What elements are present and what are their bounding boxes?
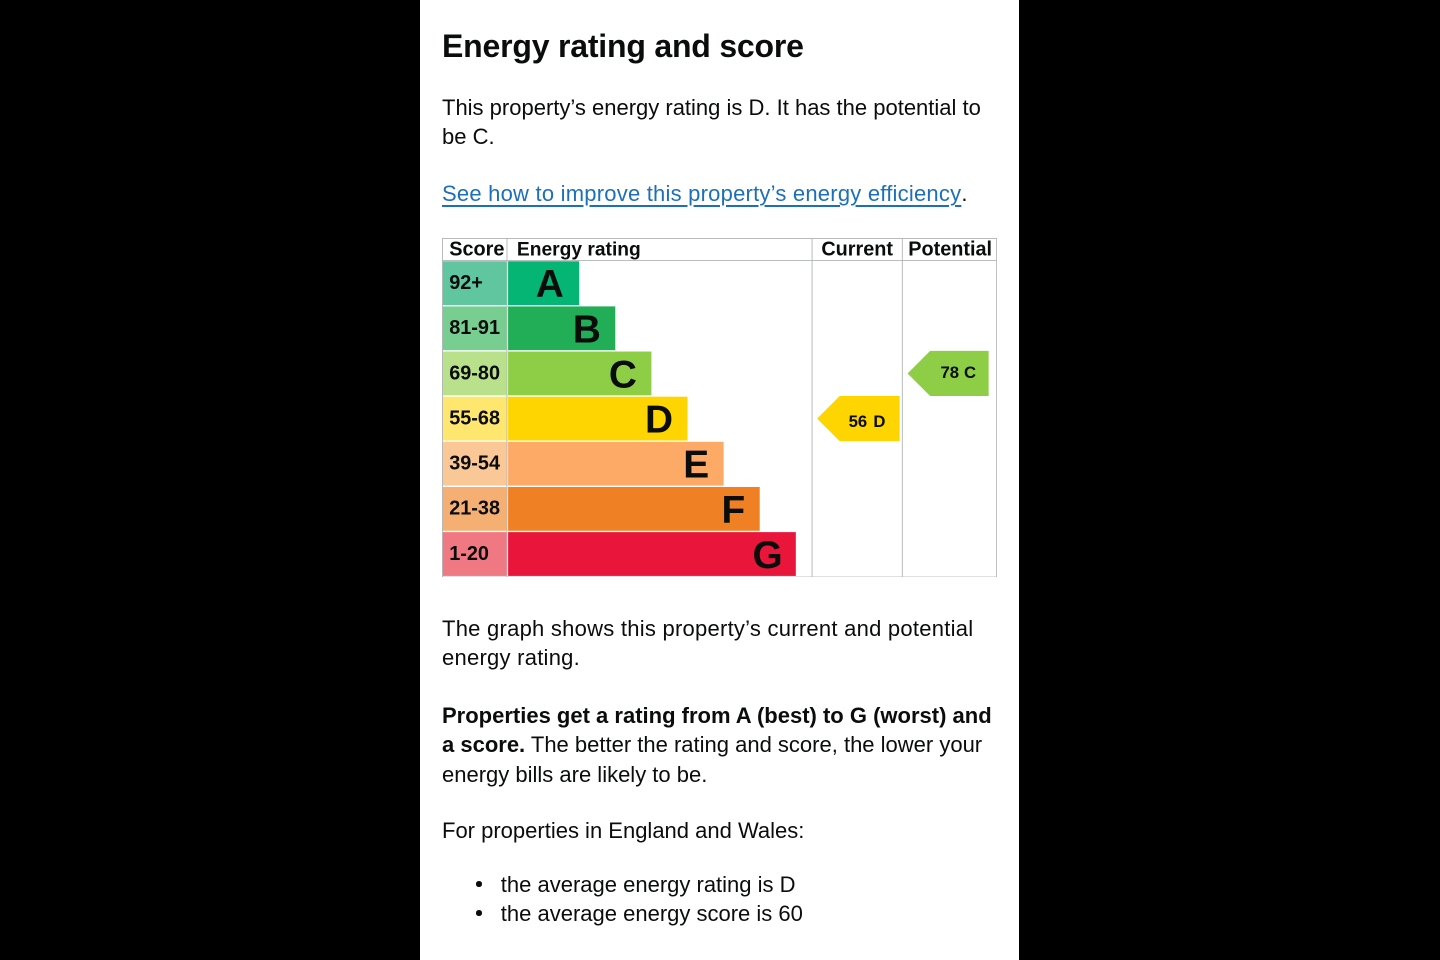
svg-text:G: G — [752, 534, 782, 577]
svg-text:Current: Current — [821, 238, 893, 260]
svg-text:E: E — [683, 443, 709, 486]
svg-text:21-38: 21-38 — [449, 497, 500, 519]
svg-text:69-80: 69-80 — [449, 362, 500, 384]
svg-text:56: 56 — [848, 412, 867, 431]
svg-text:Potential: Potential — [908, 238, 992, 260]
svg-text:D: D — [645, 398, 673, 441]
svg-text:39-54: 39-54 — [449, 452, 500, 474]
svg-text:1-20: 1-20 — [449, 542, 489, 564]
svg-text:C: C — [963, 362, 975, 381]
svg-text:81-91: 81-91 — [449, 317, 500, 339]
svg-text:B: B — [572, 308, 600, 351]
svg-text:C: C — [608, 353, 636, 396]
svg-text:78: 78 — [940, 362, 959, 381]
svg-text:Energy rating: Energy rating — [516, 239, 640, 260]
svg-text:D: D — [873, 412, 885, 431]
svg-text:F: F — [721, 488, 745, 531]
svg-text:55-68: 55-68 — [449, 407, 500, 429]
svg-text:A: A — [535, 263, 563, 306]
svg-text:Score: Score — [449, 238, 504, 260]
svg-text:92+: 92+ — [449, 272, 483, 294]
